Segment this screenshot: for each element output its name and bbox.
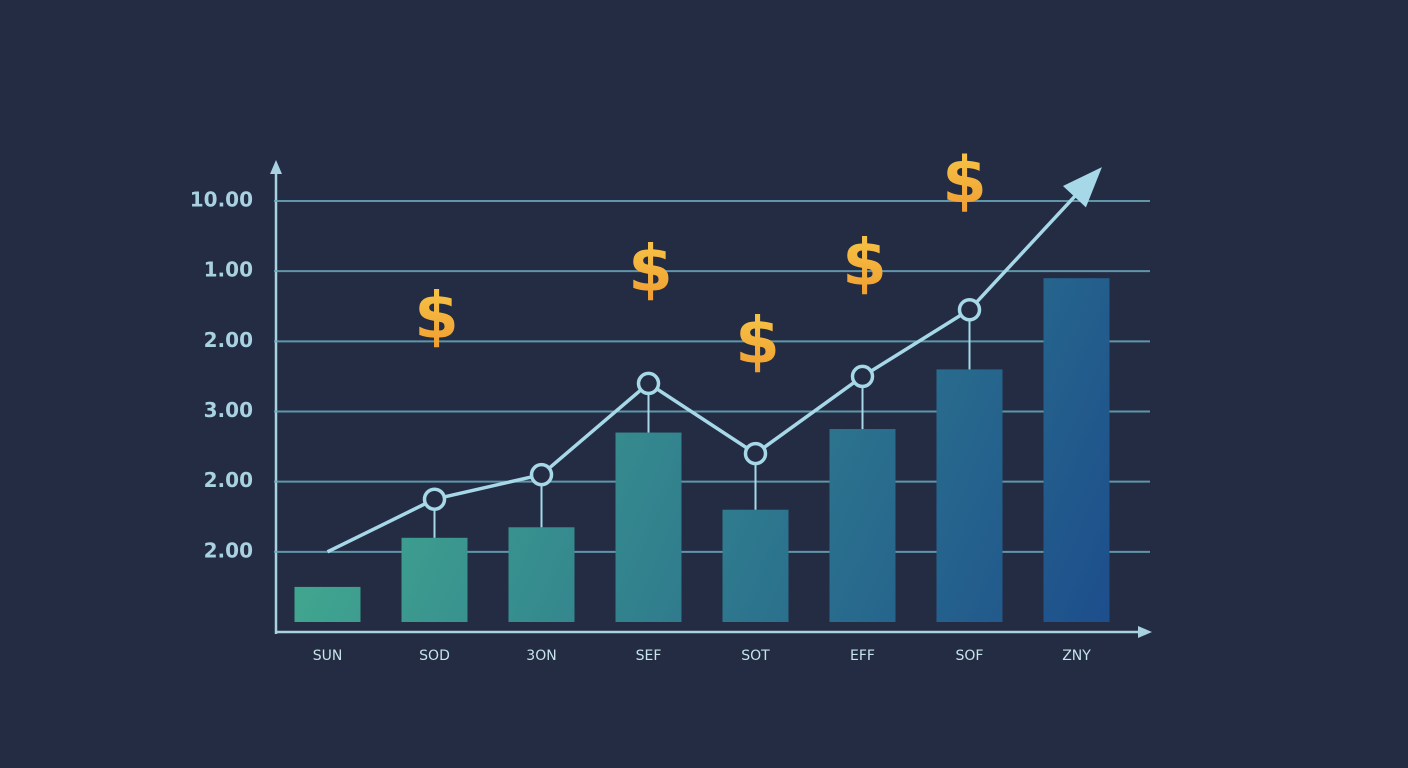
line-point (636, 371, 661, 396)
line (326, 171, 1098, 554)
bar (508, 527, 575, 622)
y-tick-label: 1.00 (204, 258, 253, 282)
bar (615, 432, 682, 622)
x-tick-label: SUN (313, 648, 343, 664)
y-tick-label: 3.00 (204, 398, 253, 422)
y-axis-arrow (270, 160, 282, 174)
x-tick-label: 3ON (526, 648, 556, 664)
bar (294, 586, 361, 622)
y-tick-label: 2.00 (204, 538, 253, 562)
bar (1043, 278, 1110, 622)
x-tick-label: SEF (636, 648, 662, 664)
y-tick-label: 2.00 (204, 328, 253, 352)
line-arrowhead (1062, 167, 1102, 208)
line-point (529, 462, 554, 487)
dollar-sign: $ (628, 233, 673, 307)
line-point (422, 487, 447, 511)
y-tick-label: 2.00 (204, 468, 253, 492)
dollar-sign: $ (842, 227, 887, 301)
line-point (850, 364, 875, 389)
y-tick-label: 10.00 (190, 188, 253, 212)
x-tick-label: SOT (741, 648, 770, 664)
line-point (957, 298, 982, 322)
dollar-sign: $ (942, 144, 987, 218)
bar (936, 369, 1003, 622)
bar (401, 537, 468, 622)
x-axis-arrow (1138, 626, 1152, 638)
line-point (743, 441, 768, 466)
dollar-sign: $ (414, 280, 459, 354)
dollar-sign: $ (735, 305, 780, 379)
bar (829, 429, 896, 622)
x-tick-label: ZNY (1062, 648, 1091, 664)
x-tick-label: SOF (956, 648, 984, 664)
bar (722, 509, 789, 622)
x-tick-label: SOD (419, 648, 450, 664)
x-tick-label: EFF (850, 648, 875, 664)
